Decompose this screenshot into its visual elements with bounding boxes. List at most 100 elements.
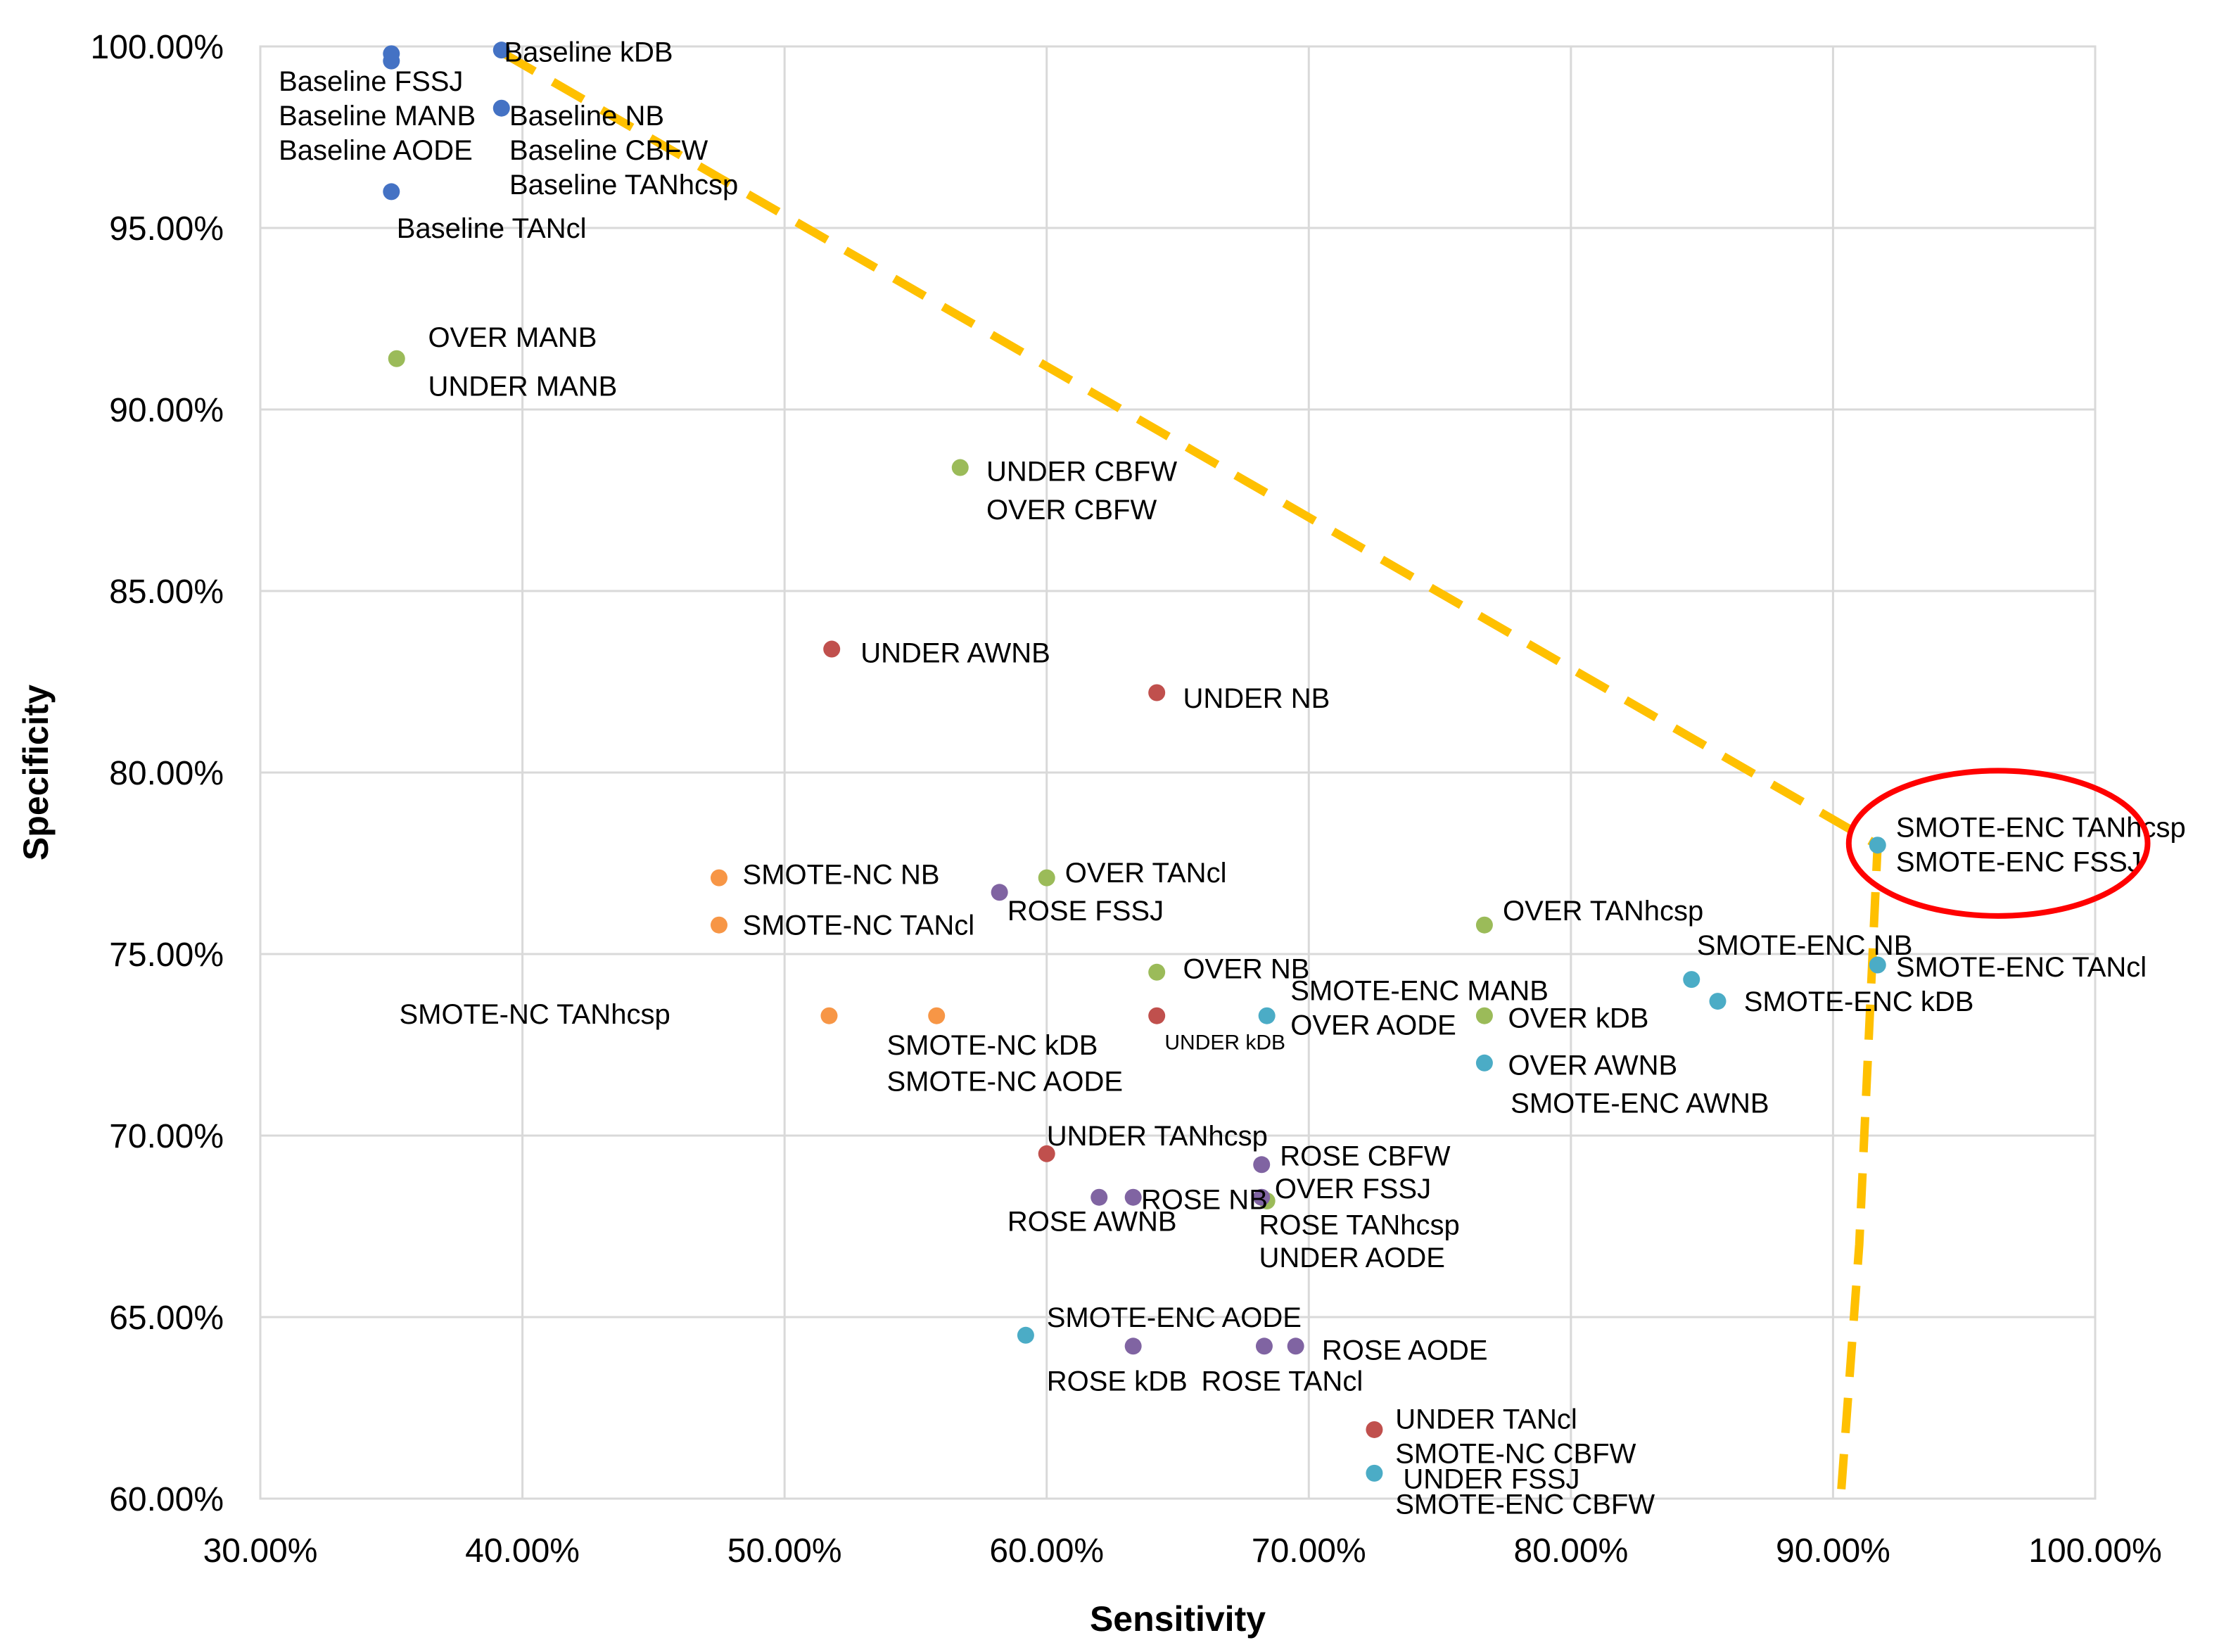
smote-enc-point	[1366, 1464, 1383, 1482]
smote-enc-point	[1017, 1326, 1034, 1344]
x-tick-label: 40.00%	[465, 1532, 580, 1570]
y-tick-label: 95.00%	[109, 210, 224, 248]
baseline-point	[383, 183, 400, 201]
under-point	[1148, 1007, 1166, 1024]
point-label: OVER MANB	[428, 322, 597, 353]
point-label: OVER NB	[1183, 954, 1309, 985]
point-label: SMOTE-NC kDB	[886, 1030, 1098, 1061]
y-tick-label: 65.00%	[109, 1300, 224, 1337]
y-tick-label: 85.00%	[109, 573, 224, 611]
baseline-point	[492, 99, 510, 117]
point-label: OVER AODE	[1290, 1010, 1456, 1041]
point-label: SMOTE-ENC NB	[1697, 930, 1913, 961]
y-tick-label: 90.00%	[109, 392, 224, 429]
smote-enc-point	[1683, 971, 1700, 989]
rose-point	[1287, 1338, 1304, 1355]
point-label: SMOTE-NC AODE	[886, 1067, 1123, 1098]
frontier-dashed-line	[502, 50, 1882, 1496]
point-label: Baseline FSSJ	[279, 66, 463, 97]
point-label: ROSE TANhcsp	[1259, 1209, 1459, 1240]
point-label: ROSE FSSJ	[1007, 896, 1164, 927]
point-label: UNDER kDB	[1164, 1031, 1285, 1054]
under-point	[1148, 684, 1166, 701]
point-label: OVER AWNB	[1508, 1050, 1677, 1081]
highlight-ellipse	[1845, 768, 2151, 919]
point-label: UNDER AWNB	[860, 638, 1050, 669]
point-label: Baseline TANcl	[397, 213, 587, 244]
over-point	[388, 350, 405, 367]
point-label: UNDER AODE	[1259, 1243, 1444, 1273]
point-label: SMOTE-NC TANhcsp	[399, 999, 670, 1030]
points-layer	[383, 42, 1886, 1482]
point-label: OVER CBFW	[986, 495, 1157, 526]
point-label: SMOTE-ENC kDB	[1744, 986, 1974, 1017]
point-label: OVER FSSJ	[1275, 1174, 1431, 1205]
point-label: OVER TANhcsp	[1503, 896, 1703, 927]
point-label: UNDER NB	[1183, 683, 1330, 714]
x-tick-label: 50.00%	[727, 1532, 842, 1570]
point-label: ROSE AWNB	[1007, 1206, 1177, 1237]
under-point	[823, 640, 841, 658]
point-label: OVER kDB	[1508, 1003, 1648, 1034]
point-label: OVER TANcl	[1065, 858, 1227, 889]
point-label: SMOTE-ENC FSSJ	[1896, 846, 2142, 877]
smote-enc-point	[1475, 1054, 1493, 1072]
rose-point	[991, 884, 1008, 901]
baseline-point	[492, 42, 510, 59]
point-label: ROSE AODE	[1322, 1335, 1488, 1366]
y-tick-label: 100.00%	[91, 29, 224, 66]
point-label: SMOTE-ENC AODE	[1047, 1302, 1302, 1333]
rose-point	[1091, 1188, 1108, 1206]
baseline-point	[383, 52, 400, 70]
point-label: Baseline kDB	[504, 37, 673, 68]
point-label: Baseline AODE	[279, 135, 473, 166]
y-tick-label: 60.00%	[109, 1481, 224, 1518]
y-tick-label: 75.00%	[109, 936, 224, 974]
x-tick-label: 60.00%	[989, 1532, 1104, 1570]
point-label: Baseline MANB	[279, 101, 476, 132]
highlight-layer	[1845, 768, 2151, 919]
point-label: ROSE CBFW	[1280, 1140, 1450, 1171]
point-label: Baseline CBFW	[509, 135, 708, 166]
grid-layer	[259, 45, 2097, 1500]
rose-point	[1253, 1188, 1271, 1206]
x-tick-label: 80.00%	[1513, 1532, 1628, 1570]
point-label: UNDER CBFW	[986, 457, 1177, 488]
y-tick-label: 80.00%	[109, 755, 224, 792]
smote-enc-point	[1258, 1007, 1276, 1024]
point-label: UNDER FSSJ	[1403, 1464, 1579, 1495]
point-label: UNDER MANB	[428, 371, 617, 402]
smote-nc-point	[928, 1007, 946, 1024]
x-tick-label: 30.00%	[203, 1532, 318, 1570]
point-label: ROSE TANcl	[1202, 1366, 1363, 1397]
x-tick-label: 100.00%	[2028, 1532, 2162, 1570]
point-label: SMOTE-NC CBFW	[1395, 1439, 1636, 1470]
smote-enc-point	[1869, 956, 1886, 974]
point-label: SMOTE-ENC CBFW	[1395, 1489, 1655, 1520]
y-tick-label: 70.00%	[109, 1118, 224, 1155]
over-point	[1038, 869, 1055, 887]
rose-point	[1124, 1188, 1142, 1206]
y-axis-title: Specificity	[16, 685, 56, 860]
point-label: SMOTE-NC NB	[743, 859, 940, 890]
frontier-layer	[502, 50, 1882, 1496]
rose-point	[1124, 1338, 1142, 1355]
tick-labels-layer: 30.00% 40.00% 50.00% 60.00% 70.00% 80.00% 90.0…	[91, 29, 2162, 1570]
over-point	[1148, 963, 1166, 981]
smote-nc-point	[711, 869, 727, 887]
point-label: Baseline TANhcsp	[509, 170, 738, 201]
point-label: SMOTE-ENC TANcl	[1896, 952, 2147, 983]
point-label: ROSE kDB	[1047, 1366, 1188, 1397]
x-axis-title: Sensitivity	[1090, 1599, 1266, 1639]
point-label: UNDER TANhcsp	[1047, 1121, 1268, 1152]
smote-nc-point	[820, 1007, 838, 1024]
x-tick-label: 90.00%	[1776, 1532, 1890, 1570]
under-point	[1038, 1145, 1055, 1162]
point-label: SMOTE-ENC MANB	[1290, 976, 1549, 1007]
smote-enc-point	[1869, 837, 1886, 854]
over-point	[1475, 1007, 1493, 1024]
smote-enc-point	[1709, 993, 1727, 1010]
over-point	[1475, 916, 1493, 934]
